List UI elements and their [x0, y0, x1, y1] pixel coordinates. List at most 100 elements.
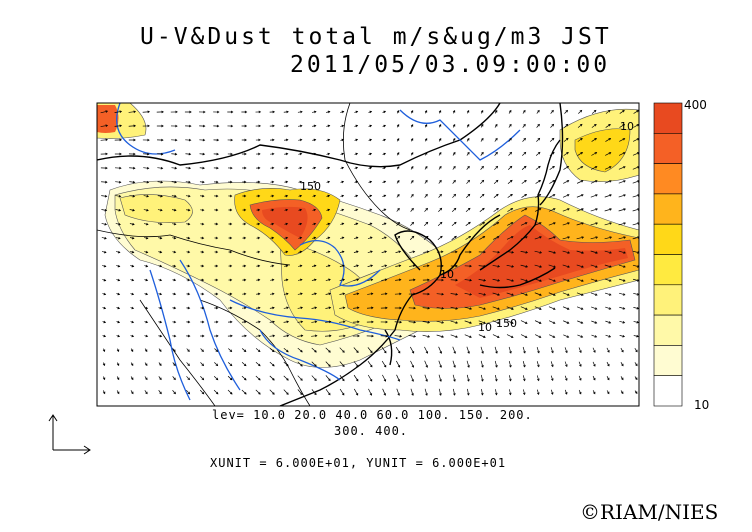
wind-vector-head	[411, 207, 414, 211]
wind-vector-head	[257, 194, 261, 198]
wind-vector	[186, 362, 190, 366]
wind-vector	[633, 307, 639, 309]
wind-vector	[590, 194, 598, 198]
wind-vector-head	[482, 207, 485, 211]
wind-vector-head	[481, 179, 485, 183]
wind-vector	[632, 250, 639, 254]
wind-vector	[144, 390, 148, 394]
wind-vector-head	[635, 363, 638, 367]
wind-vector-head	[482, 236, 486, 239]
wind-vector-head	[538, 208, 542, 211]
wind-vector-head	[593, 391, 596, 395]
wind-vector	[311, 335, 317, 337]
wind-vector	[604, 278, 612, 282]
wind-vector-head	[133, 152, 136, 156]
wind-vector-head	[272, 138, 275, 142]
wind-vector-head	[314, 350, 317, 353]
wind-vector-head	[552, 194, 556, 197]
wind-vector	[157, 153, 163, 155]
legend-swatch	[653, 163, 683, 195]
wind-vector	[604, 236, 612, 240]
wind-vector	[353, 374, 359, 382]
wind-vector-head	[525, 251, 529, 254]
wind-vector-head	[369, 208, 373, 212]
wind-vector-head	[581, 265, 584, 268]
wind-vector-head	[215, 278, 219, 282]
wind-vector-head	[494, 109, 498, 113]
wind-vector-head	[539, 222, 542, 225]
wind-vector-head	[146, 194, 150, 198]
wind-vector-head	[104, 222, 108, 226]
wind-vector	[283, 321, 289, 323]
wind-vector-head	[411, 351, 415, 354]
wind-vector-head	[467, 151, 470, 155]
wind-vector-head	[580, 321, 584, 324]
rivers	[116, 103, 521, 401]
wind-vector-head	[314, 334, 318, 338]
wind-vector-head	[525, 307, 528, 310]
wind-vector-head	[327, 208, 331, 212]
wind-vectors	[100, 109, 639, 396]
wind-vector	[606, 361, 610, 367]
wind-vector-head	[159, 250, 163, 254]
wind-vector-head	[608, 138, 612, 141]
wind-vector-head	[119, 152, 122, 156]
wind-vector	[422, 307, 430, 309]
wind-vector	[549, 194, 555, 198]
wind-vector-head	[313, 124, 317, 128]
wind-vector-head	[623, 236, 626, 239]
wind-vector-head	[328, 378, 331, 382]
wind-vector-head	[453, 207, 457, 211]
legend-swatch	[653, 375, 683, 407]
wind-vector	[100, 110, 108, 114]
wind-vector-head	[216, 334, 219, 338]
wind-vector	[604, 292, 612, 296]
wind-vector-head	[327, 152, 331, 156]
contour-labels: 150 10 150 10 10	[300, 120, 634, 334]
wind-vector	[157, 209, 163, 211]
wind-vector	[592, 347, 596, 353]
wind-vector	[451, 236, 457, 240]
wind-vector-head	[117, 306, 121, 310]
wind-vector-head	[553, 222, 556, 225]
wind-vector-head	[497, 335, 500, 338]
wind-vector	[604, 166, 612, 170]
wind-vector-head	[159, 278, 163, 282]
wind-vector-head	[495, 365, 498, 368]
borders	[97, 103, 411, 406]
wind-vector-head	[285, 278, 289, 282]
wind-vector	[101, 181, 107, 183]
wind-vector-head	[552, 335, 556, 338]
wind-vector-head	[146, 180, 150, 184]
wind-vector	[633, 321, 639, 323]
wind-vector-head	[425, 193, 428, 197]
wind-vector-head	[244, 138, 247, 142]
wind-vector-head	[553, 251, 557, 254]
wind-vector-head	[271, 194, 275, 198]
wind-vector-head	[341, 138, 345, 142]
wind-vector	[227, 389, 233, 395]
wind-vector	[381, 293, 387, 295]
wind-vector	[129, 195, 135, 197]
wind-vector	[466, 360, 470, 368]
wind-vector-head	[607, 391, 610, 395]
wind-vector-head	[187, 306, 191, 310]
wind-vector-head	[116, 391, 120, 395]
wind-vector	[339, 388, 345, 396]
wind-vector-head	[525, 265, 529, 268]
wind-vector-head	[118, 180, 122, 184]
wind-vector-head	[243, 236, 247, 240]
wind-vector-head	[637, 222, 639, 225]
wind-vector-head	[608, 321, 612, 324]
wind-vector-head	[271, 264, 275, 268]
wind-vector-head	[467, 393, 470, 396]
wind-vector	[325, 361, 331, 367]
wind-vector	[466, 346, 470, 354]
wind-vector-head	[439, 207, 443, 211]
wind-vector-head	[187, 349, 190, 352]
wind-vector-head	[537, 137, 541, 141]
wind-vector	[618, 222, 626, 226]
wind-vector	[423, 265, 429, 267]
wind-vector-head	[567, 208, 570, 211]
wind-vector-head	[285, 180, 289, 184]
